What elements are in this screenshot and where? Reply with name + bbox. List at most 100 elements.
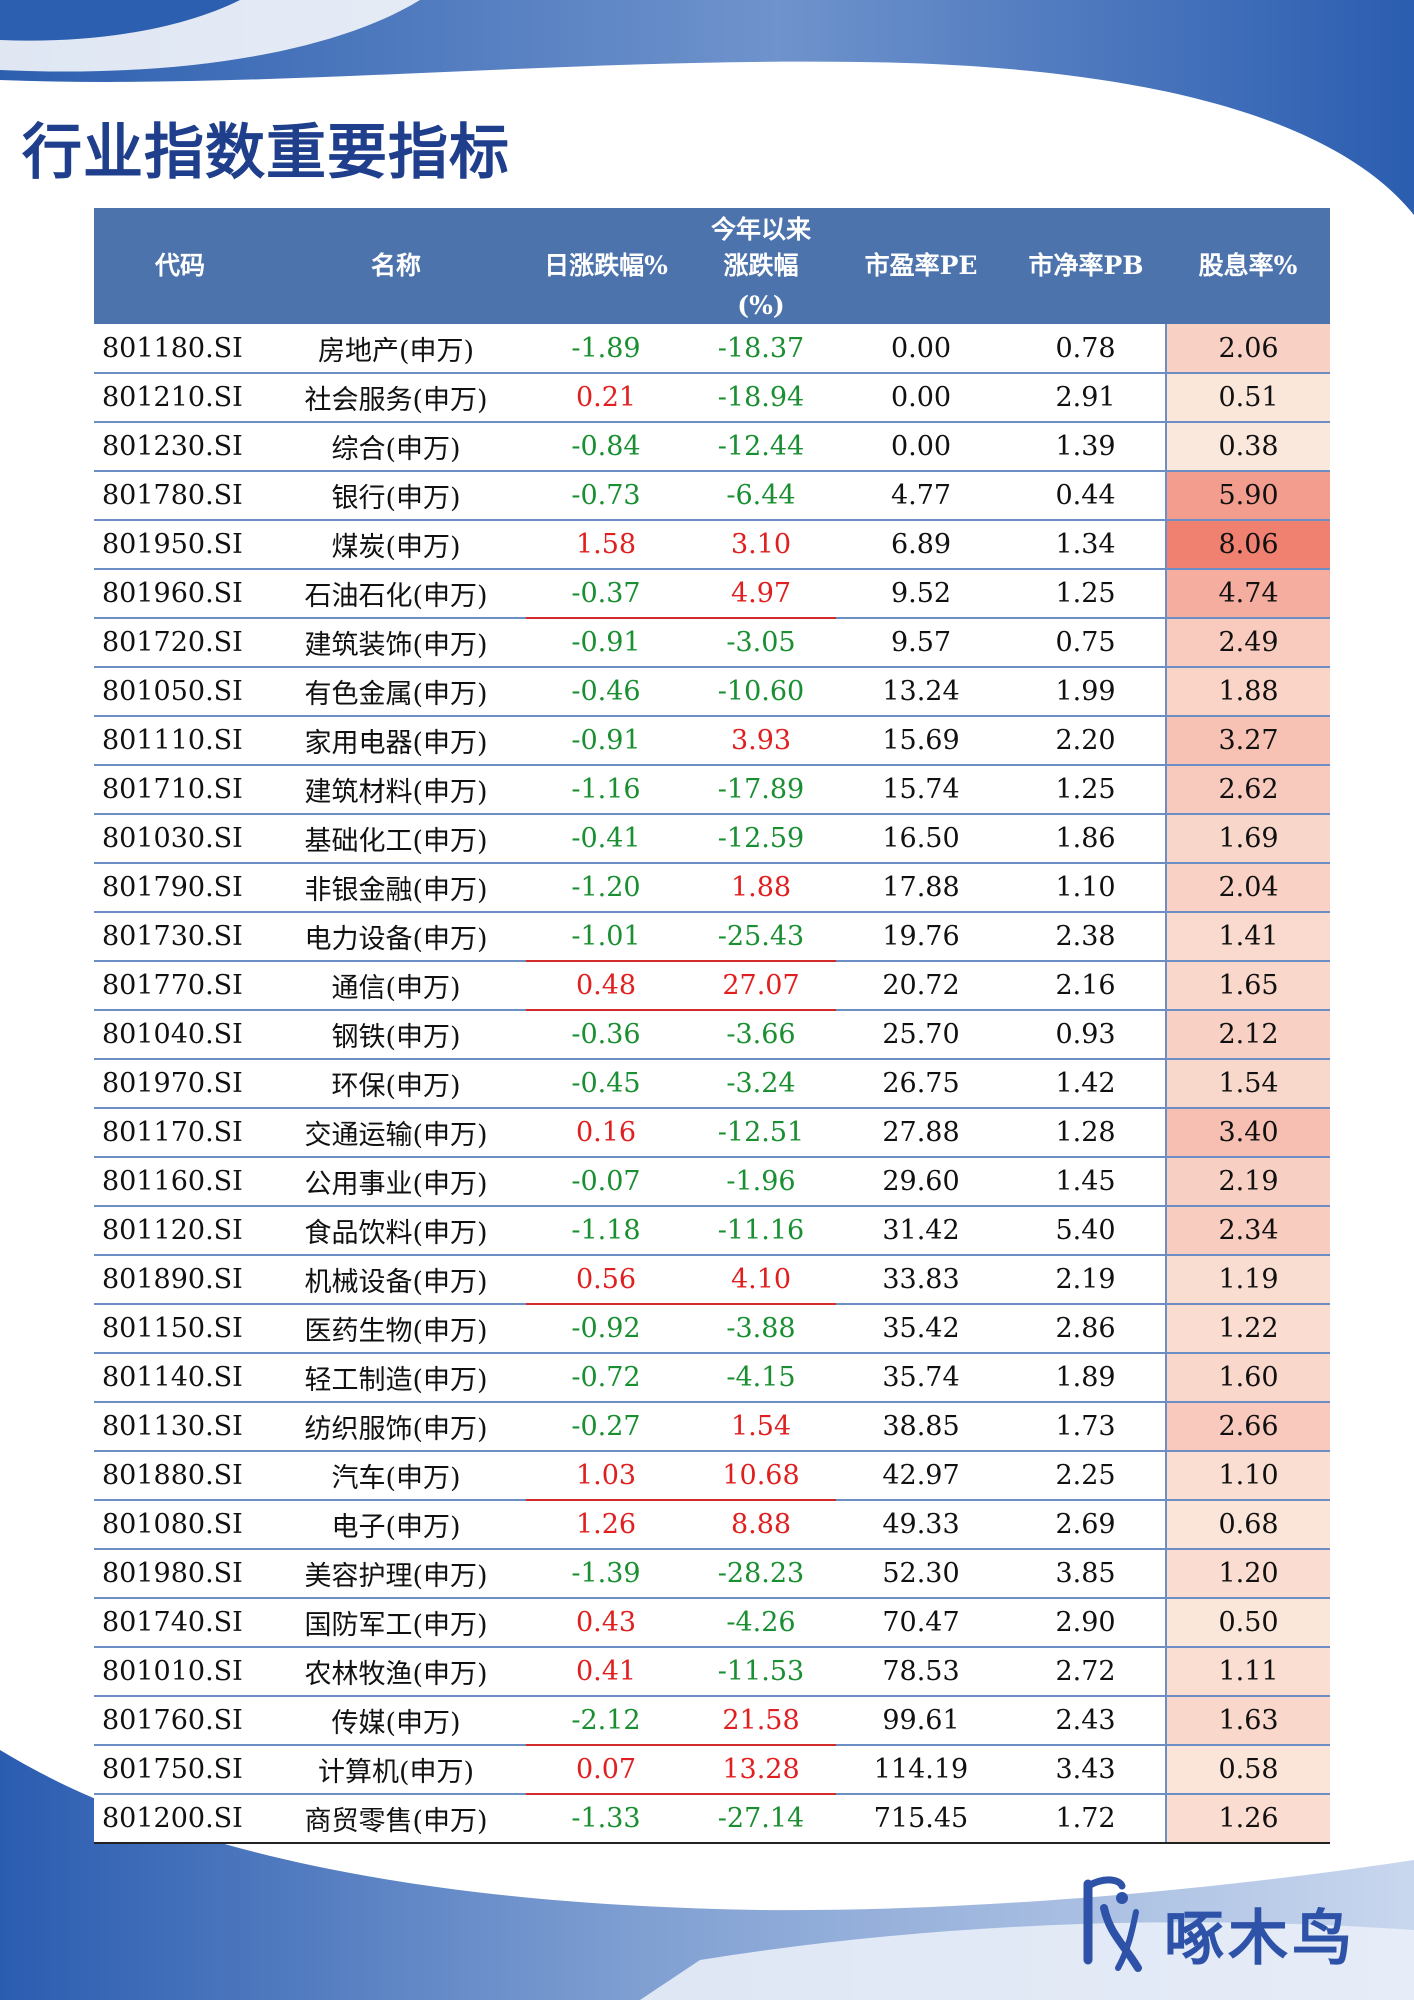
table-row: 801750.SI 计算机(申万) 0.07 13.28 114.19 3.43 0.58 (94, 1745, 1330, 1795)
pe-cell: 78.53 (836, 1647, 1006, 1697)
table-row: 801780.SI 银行(申万) -0.73 -6.44 4.77 0.44 5.90 (94, 471, 1330, 521)
code-cell: 801150.SI (94, 1304, 266, 1354)
ytd-change-cell: 3.10 (686, 520, 836, 570)
code-cell: 801040.SI (94, 1010, 266, 1060)
code-cell: 801050.SI (94, 667, 266, 717)
dividend-yield-cell: 1.65 (1165, 961, 1330, 1011)
pe-cell: 99.61 (836, 1696, 1006, 1746)
name-cell: 有色金属(申万) (266, 667, 526, 717)
header-pb: 市净率PB (1006, 208, 1166, 324)
code-cell: 801730.SI (94, 912, 266, 962)
name-cell: 农林牧渔(申万) (266, 1647, 526, 1697)
code-cell: 801770.SI (94, 961, 266, 1011)
name-cell: 医药生物(申万) (266, 1304, 526, 1354)
name-cell: 建筑装饰(申万) (266, 618, 526, 668)
header-name: 名称 (266, 208, 526, 324)
dividend-yield-cell: 4.74 (1165, 569, 1330, 619)
ytd-change-cell: -11.16 (686, 1206, 836, 1256)
pb-cell: 2.16 (1006, 961, 1166, 1011)
name-cell: 电力设备(申万) (266, 912, 526, 962)
name-cell: 轻工制造(申万) (266, 1353, 526, 1403)
table-row: 801040.SI 钢铁(申万) -0.36 -3.66 25.70 0.93 2.12 (94, 1010, 1330, 1060)
daily-change-cell: -1.01 (526, 912, 686, 962)
daily-change-cell: -0.91 (526, 716, 686, 766)
name-cell: 纺织服饰(申万) (266, 1402, 526, 1452)
ytd-change-cell: -17.89 (686, 765, 836, 815)
dividend-yield-cell: 0.38 (1165, 422, 1330, 472)
dividend-yield-cell: 1.19 (1165, 1255, 1330, 1305)
daily-change-cell: -0.72 (526, 1353, 686, 1403)
pe-cell: 19.76 (836, 912, 1006, 962)
pb-cell: 1.99 (1006, 667, 1166, 717)
pe-cell: 25.70 (836, 1010, 1006, 1060)
dividend-yield-cell: 2.12 (1165, 1010, 1330, 1060)
dividend-yield-cell: 0.51 (1165, 373, 1330, 423)
ytd-change-cell: -12.51 (686, 1108, 836, 1158)
ytd-change-cell: -12.59 (686, 814, 836, 864)
name-cell: 商贸零售(申万) (266, 1794, 526, 1844)
table-row: 801210.SI 社会服务(申万) 0.21 -18.94 0.00 2.91 0.51 (94, 373, 1330, 423)
ytd-change-cell: -18.94 (686, 373, 836, 423)
dividend-yield-cell: 2.06 (1165, 324, 1330, 374)
code-cell: 801180.SI (94, 324, 266, 374)
pb-cell: 2.19 (1006, 1255, 1166, 1305)
ytd-change-cell: -4.26 (686, 1598, 836, 1648)
ytd-change-cell: -27.14 (686, 1794, 836, 1844)
daily-change-cell: 0.16 (526, 1108, 686, 1158)
code-cell: 801740.SI (94, 1598, 266, 1648)
name-cell: 煤炭(申万) (266, 520, 526, 570)
dividend-yield-cell: 1.26 (1165, 1794, 1330, 1844)
table-row: 801980.SI 美容护理(申万) -1.39 -28.23 52.30 3.85 1.2… (94, 1549, 1330, 1599)
pe-cell: 42.97 (836, 1451, 1006, 1501)
dividend-yield-cell: 8.06 (1165, 520, 1330, 570)
header-pe: 市盈率PE (836, 208, 1006, 324)
table-row: 801880.SI 汽车(申万) 1.03 10.68 42.97 2.25 1.10 (94, 1451, 1330, 1501)
dividend-yield-cell: 2.62 (1165, 765, 1330, 815)
name-cell: 交通运输(申万) (266, 1108, 526, 1158)
ytd-change-cell: -4.15 (686, 1353, 836, 1403)
woodpecker-logo-icon (1083, 1876, 1142, 1972)
pe-cell: 715.45 (836, 1794, 1006, 1844)
dividend-yield-cell: 1.60 (1165, 1353, 1330, 1403)
name-cell: 社会服务(申万) (266, 373, 526, 423)
name-cell: 传媒(申万) (266, 1696, 526, 1746)
code-cell: 801980.SI (94, 1549, 266, 1599)
pb-cell: 1.39 (1006, 422, 1166, 472)
name-cell: 电子(申万) (266, 1500, 526, 1550)
ytd-change-cell: -3.88 (686, 1304, 836, 1354)
table-row: 801710.SI 建筑材料(申万) -1.16 -17.89 15.74 1.25 2.6… (94, 765, 1330, 815)
daily-change-cell: -1.20 (526, 863, 686, 913)
daily-change-cell: 1.58 (526, 520, 686, 570)
table-row: 801890.SI 机械设备(申万) 0.56 4.10 33.83 2.19 1.19 (94, 1255, 1330, 1305)
ytd-change-cell: 4.97 (686, 569, 836, 619)
pe-cell: 29.60 (836, 1157, 1006, 1207)
daily-change-cell: 0.43 (526, 1598, 686, 1648)
pb-cell: 2.72 (1006, 1647, 1166, 1697)
pe-cell: 52.30 (836, 1549, 1006, 1599)
table-row: 801770.SI 通信(申万) 0.48 27.07 20.72 2.16 1.65 (94, 961, 1330, 1011)
daily-change-cell: -1.89 (526, 324, 686, 374)
name-cell: 石油石化(申万) (266, 569, 526, 619)
pe-cell: 27.88 (836, 1108, 1006, 1158)
ytd-change-cell: -3.24 (686, 1059, 836, 1109)
daily-change-cell: -1.39 (526, 1549, 686, 1599)
pb-cell: 1.34 (1006, 520, 1166, 570)
table-body: 801180.SI 房地产(申万) -1.89 -18.37 0.00 0.78 2.06 8… (94, 324, 1330, 1844)
table-row: 801050.SI 有色金属(申万) -0.46 -10.60 13.24 1.99 1.8… (94, 667, 1330, 717)
pb-cell: 1.72 (1006, 1794, 1166, 1844)
name-cell: 环保(申万) (266, 1059, 526, 1109)
name-cell: 计算机(申万) (266, 1745, 526, 1795)
table-row: 801230.SI 综合(申万) -0.84 -12.44 0.00 1.39 0.38 (94, 422, 1330, 472)
table-row: 801140.SI 轻工制造(申万) -0.72 -4.15 35.74 1.89 1.60 (94, 1353, 1330, 1403)
pb-cell: 1.89 (1006, 1353, 1166, 1403)
name-cell: 非银金融(申万) (266, 863, 526, 913)
code-cell: 801130.SI (94, 1402, 266, 1452)
table-row: 801740.SI 国防军工(申万) 0.43 -4.26 70.47 2.90 0.50 (94, 1598, 1330, 1648)
pe-cell: 49.33 (836, 1500, 1006, 1550)
pe-cell: 35.74 (836, 1353, 1006, 1403)
pb-cell: 1.86 (1006, 814, 1166, 864)
pe-cell: 0.00 (836, 324, 1006, 374)
header-dividend-yield: 股息率% (1166, 208, 1330, 324)
daily-change-cell: -1.16 (526, 765, 686, 815)
pe-cell: 0.00 (836, 422, 1006, 472)
